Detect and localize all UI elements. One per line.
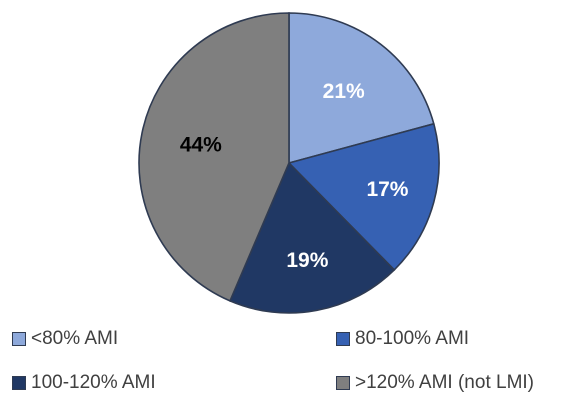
legend-swatch-80-100 [336,332,350,346]
legend-label-gt120: >120% AMI (not LMI) [355,372,534,394]
data-label-100-120: 19% [286,249,328,272]
legend-swatch-gt120 [336,376,350,390]
legend-label-lt80: <80% AMI [31,328,118,350]
legend-item-lt80: <80% AMI [12,328,118,350]
legend-swatch-lt80 [12,332,26,346]
legend-item-80-100: 80-100% AMI [336,328,469,350]
data-label-lt80: 21% [323,80,365,103]
legend-item-gt120: >120% AMI (not LMI) [336,372,534,394]
legend-label-100-120: 100-120% AMI [31,372,156,394]
legend-swatch-100-120 [12,376,26,390]
legend-label-80-100: 80-100% AMI [355,328,469,350]
data-label-gt120: 44% [180,133,222,156]
data-label-80-100: 17% [366,178,408,201]
legend-item-100-120: 100-120% AMI [12,372,156,394]
